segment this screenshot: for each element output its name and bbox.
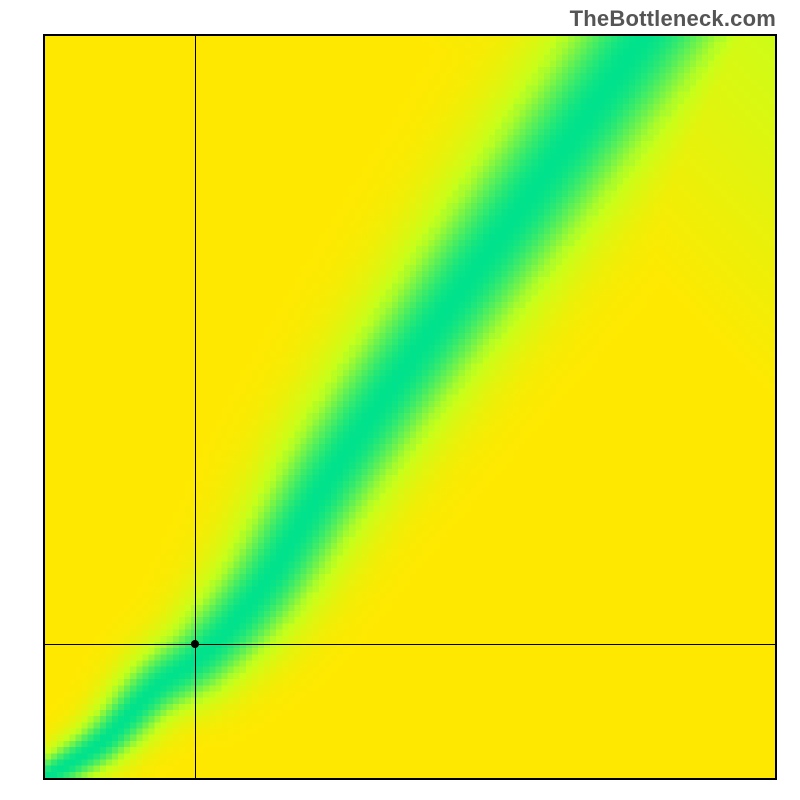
heatmap-canvas: [45, 36, 775, 778]
chart-container: { "watermark": { "text": "TheBottleneck.…: [0, 0, 800, 800]
crosshair-vertical: [195, 36, 196, 778]
watermark-text: TheBottleneck.com: [570, 6, 776, 32]
crosshair-horizontal: [45, 644, 775, 645]
crosshair-marker: [191, 640, 199, 648]
